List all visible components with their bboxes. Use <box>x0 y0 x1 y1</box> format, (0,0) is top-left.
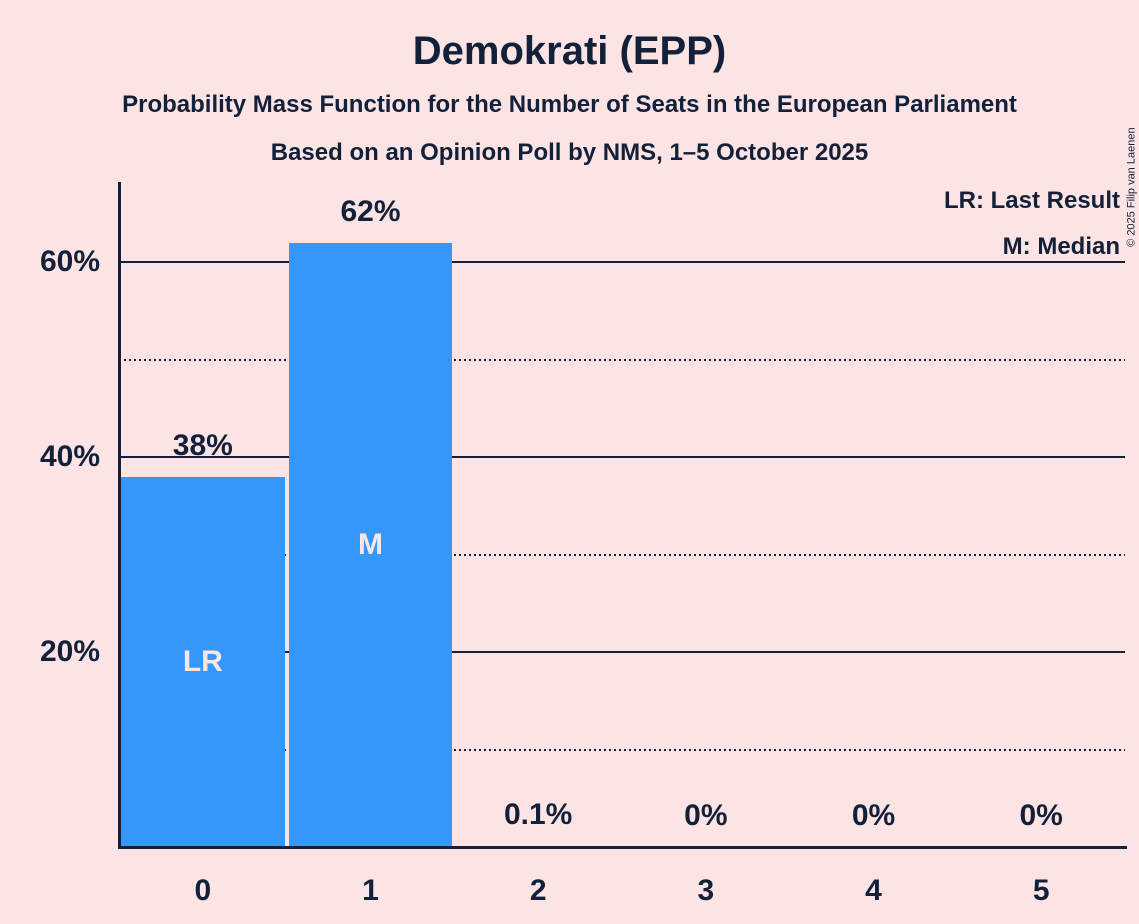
x-axis-label: 5 <box>1032 874 1050 907</box>
gridline-solid-60 <box>119 261 1125 263</box>
x-axis-label: 4 <box>865 874 882 907</box>
y-axis-label: 60% <box>39 245 100 278</box>
y-axis-label: 20% <box>39 635 100 668</box>
x-axis-label: 0 <box>194 874 212 907</box>
gridline-solid-20 <box>119 651 1125 653</box>
y-axis-label: 40% <box>39 440 100 473</box>
legend-last-result: LR: Last Result <box>943 187 1120 214</box>
bar-value-label: 0% <box>851 799 896 832</box>
gridline-dotted-10 <box>119 748 1125 751</box>
legend-median: M: Median <box>1002 233 1120 260</box>
x-axis-label: 1 <box>362 874 379 907</box>
bar-value-label: 38% <box>172 428 233 462</box>
bar-value-label: 0% <box>1019 799 1063 832</box>
x-axis-label: 2 <box>529 874 547 907</box>
bar-seats-0 <box>121 476 285 847</box>
bar-value-label: 62% <box>340 194 401 228</box>
chart-poll-source: Based on an Opinion Poll by NMS, 1–5 Oct… <box>270 139 869 166</box>
chart-subtitle: Probability Mass Function for the Number… <box>122 91 1017 118</box>
bar-annotation-lr: LR <box>182 644 223 678</box>
gridline-dotted-30 <box>119 553 1125 556</box>
gridline-solid-40 <box>119 456 1125 458</box>
x-axis-label: 3 <box>697 874 715 907</box>
y-axis-line <box>118 182 121 849</box>
chart-title: Demokrati (EPP) <box>412 29 727 73</box>
bar-value-label: 0.1% <box>503 798 573 832</box>
bar-seats-1 <box>288 242 453 847</box>
x-axis-line <box>118 846 1127 849</box>
bar-value-label: 0% <box>684 799 728 832</box>
bar-annotation-m: M <box>358 527 383 561</box>
gridline-dotted-50 <box>119 358 1125 361</box>
